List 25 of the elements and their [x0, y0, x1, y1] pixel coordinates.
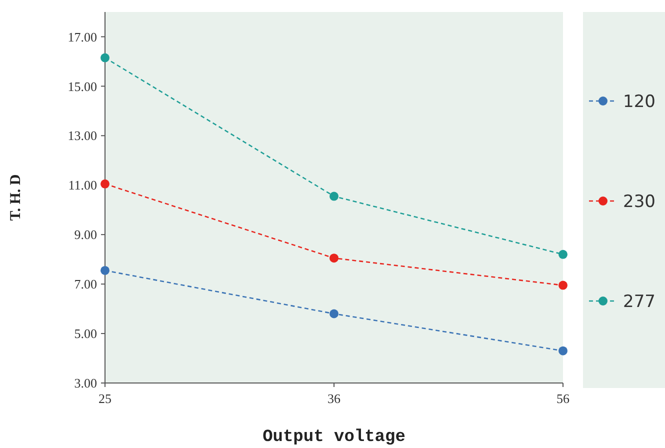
point: [330, 192, 338, 201]
y-tick-label: 13.00: [68, 128, 97, 144]
legend-label: 230: [623, 192, 656, 212]
x-tick-label: 56: [556, 391, 570, 406]
point: [100, 53, 110, 62]
point: [330, 254, 338, 263]
x-axis-title: Output voltage: [262, 428, 406, 447]
point: [100, 179, 110, 188]
point: [100, 266, 110, 275]
point: [558, 250, 568, 259]
legend-label: 277: [623, 292, 656, 312]
y-tick-label: 5.00: [74, 326, 97, 342]
y-tick-label: 11.00: [68, 178, 97, 193]
point: [558, 280, 568, 290]
legend-label: 120: [623, 92, 656, 112]
y-tick-label: 7.00: [74, 276, 97, 292]
y-axis-title: T. H. D: [8, 174, 24, 221]
y-tick-label: 17.00: [68, 29, 97, 44]
y-tick-label: 3.00: [74, 376, 97, 391]
x-tick-label: 36: [328, 391, 341, 406]
point: [330, 309, 338, 318]
y-tick-label: 9.00: [74, 227, 97, 242]
y-tick-label: 15.00: [68, 78, 97, 94]
point: [558, 346, 568, 356]
x-tick-label: 25: [98, 391, 112, 406]
